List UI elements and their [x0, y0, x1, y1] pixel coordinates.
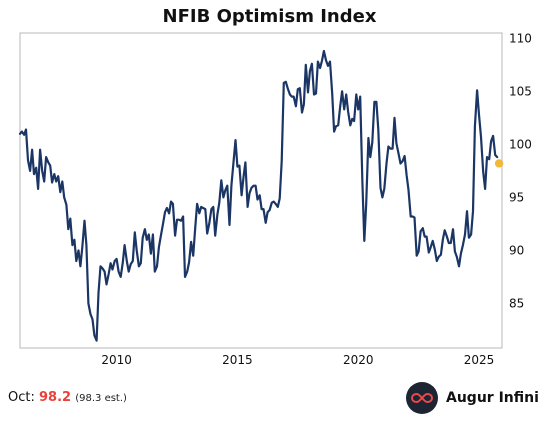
footer-label: Oct:: [8, 390, 35, 405]
y-tick-label: 85: [509, 296, 524, 310]
brand-name: Augur Infinity: [446, 390, 539, 406]
plot-frame: [19, 32, 503, 349]
y-axis-ticks: 85 90 95 100 105 110: [509, 31, 532, 310]
y-tick-label: 90: [509, 243, 524, 257]
x-axis-ticks: 2010 2015 2020 2025: [101, 353, 494, 367]
x-tick-label: 2025: [464, 353, 495, 367]
x-tick-label: 2020: [343, 353, 374, 367]
footer-value: 98.2: [39, 390, 72, 405]
brand: Augur Infinity: [406, 381, 539, 415]
series-line: [18, 49, 499, 342]
y-tick-label: 105: [509, 84, 532, 98]
infinity-icon: [406, 382, 438, 414]
latest-estimate-point: [494, 159, 504, 168]
x-tick-label: 2015: [222, 353, 253, 367]
chart-title: NFIB Optimism Index: [162, 6, 377, 27]
y-tick-label: 110: [509, 31, 532, 45]
footer-estimate: (98.3 est.): [75, 393, 127, 404]
y-tick-label: 100: [509, 137, 532, 151]
y-tick-label: 95: [509, 190, 524, 204]
footer-reading: Oct: 98.2 (98.3 est.): [8, 390, 127, 405]
x-tick-label: 2010: [101, 353, 132, 367]
